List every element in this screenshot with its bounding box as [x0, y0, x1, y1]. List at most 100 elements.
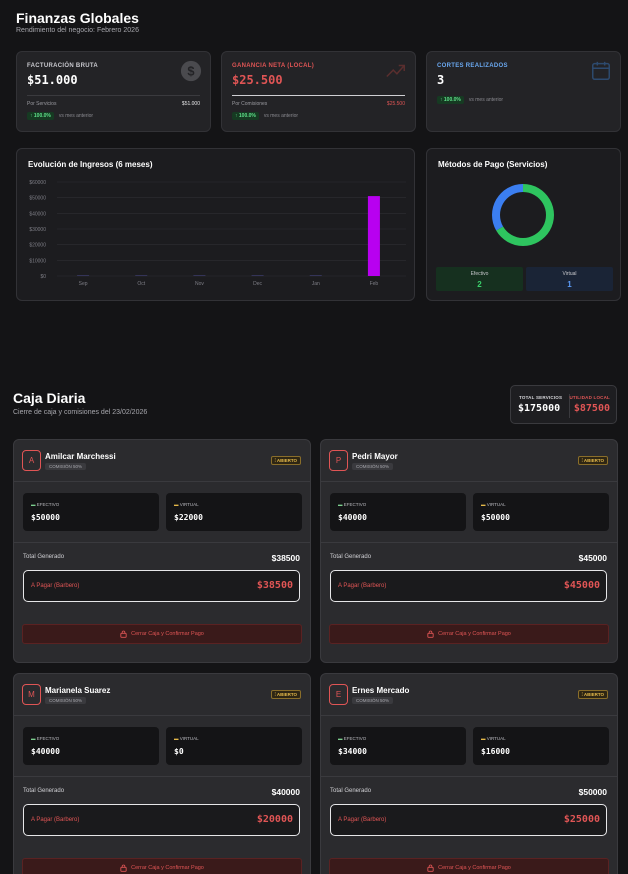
close-register-button[interactable]: Cerrar Caja y Confirmar Pago: [329, 858, 609, 874]
virtual-amount: $50000: [481, 513, 510, 522]
income-chart-card: Evolución de Ingresos (6 meses) $0 $10000…: [16, 148, 415, 301]
avatar: P: [329, 450, 348, 471]
bar-dec[interactable]: [251, 275, 264, 276]
bar-feb[interactable]: [367, 196, 380, 276]
total-label: Total Generado: [23, 788, 65, 794]
y-tick-label: $0: [40, 274, 46, 280]
status-badge: ⫶ ABIERTO: [270, 456, 301, 465]
commission-badge: COMISIÓN 50%: [352, 463, 394, 470]
donut-slice-virtual[interactable]: [492, 184, 523, 231]
cash-label: ▬ EFECTIVO: [31, 502, 60, 507]
cash-label: ▬ EFECTIVO: [338, 502, 367, 507]
virtual-label: ▬ VIRTUAL: [481, 502, 506, 507]
kpi-card-cuts: CORTES REALIZADOS 3 ↑ 100.0% vs mes ante…: [426, 51, 621, 132]
avatar: A: [22, 450, 41, 471]
close-register-button[interactable]: Cerrar Caja y Confirmar Pago: [329, 624, 609, 644]
bar-sep[interactable]: [77, 275, 90, 276]
pay-amount: $25000: [563, 814, 600, 825]
pay-label: A Pagar (Barbero): [338, 583, 387, 589]
barber-name: Marianela Suarez: [45, 686, 111, 695]
cash-amount: $40000: [338, 513, 367, 522]
kpi-value: $51.000: [27, 73, 78, 87]
page-subtitle: Rendimiento del negocio: Febrero 2026: [16, 27, 139, 34]
barber-card: E Ernes Mercado COMISIÓN 50% ⫶ ABIERTO ▬…: [320, 673, 618, 874]
kpi-value: 3: [437, 73, 445, 87]
bar-nov[interactable]: [193, 275, 206, 276]
pay-amount: $20000: [256, 814, 293, 825]
pay-to-barber-box: A Pagar (Barbero) $25000: [330, 804, 607, 836]
close-register-button[interactable]: Cerrar Caja y Confirmar Pago: [22, 858, 302, 874]
pay-amount: $45000: [563, 580, 600, 591]
cash-box: ▬ EFECTIVO $40000: [23, 727, 159, 765]
dollar-icon: $: [180, 60, 202, 82]
total-amount: $45000: [578, 553, 607, 563]
pay-label: A Pagar (Barbero): [31, 583, 80, 589]
divider: [321, 776, 617, 777]
y-tick-label: $20000: [29, 243, 46, 249]
close-register-label: Cerrar Caja y Confirmar Pago: [131, 865, 204, 871]
payment-title: Métodos de Pago (Servicios): [438, 160, 548, 169]
lock-icon: [120, 864, 127, 872]
close-register-button[interactable]: Cerrar Caja y Confirmar Pago: [22, 624, 302, 644]
divider: [14, 542, 310, 543]
cash-amount: $40000: [31, 747, 60, 756]
card-icon: ▬: [481, 502, 486, 507]
bar-oct[interactable]: [135, 275, 148, 276]
cash-box: ▬ EFECTIVO $50000: [23, 493, 159, 531]
lock-open-icon: ⫶: [274, 692, 276, 697]
pay-label: A Pagar (Barbero): [31, 817, 80, 823]
barber-card: A Amilcar Marchessi COMISIÓN 50% ⫶ ABIER…: [13, 439, 311, 663]
cash-amount: $34000: [338, 747, 367, 756]
barber-card: M Marianela Suarez COMISIÓN 50% ⫶ ABIERT…: [13, 673, 311, 874]
cash-count: 2: [477, 280, 482, 289]
total-label: Total Generado: [330, 554, 372, 560]
total-services-label: TOTAL SERVICIOS: [519, 395, 563, 400]
barber-card-header: A Amilcar Marchessi COMISIÓN 50% ⫶ ABIER…: [14, 440, 310, 482]
lock-icon: [427, 864, 434, 872]
card-icon: ▬: [481, 736, 486, 741]
virtual-amount: $0: [174, 747, 184, 756]
barber-name: Pedri Mayor: [352, 452, 398, 461]
badge-note: vs mes anterior: [468, 97, 504, 103]
virtual-label: Virtual: [562, 271, 577, 277]
virtual-amount: $16000: [481, 747, 510, 756]
total-amount: $40000: [271, 787, 300, 797]
virtual-box: ▬ VIRTUAL $22000: [166, 493, 302, 531]
growth-badge: ↑ 100.0%: [232, 112, 259, 120]
barber-card-header: P Pedri Mayor COMISIÓN 50% ⫶ ABIERTO: [321, 440, 617, 482]
cash-amount: $50000: [31, 513, 60, 522]
close-register-label: Cerrar Caja y Confirmar Pago: [131, 631, 204, 637]
status-badge: ⫶ ABIERTO: [577, 690, 608, 699]
income-bar-chart: $0 $10000 $20000 $30000 $40000 $50000 $60000 Se…: [29, 180, 406, 287]
virtual-amount: $22000: [174, 513, 203, 522]
kpi-label: GANANCIA NETA (LOCAL): [232, 63, 315, 69]
kpi-sub-label: Por Comisiones: [232, 101, 268, 107]
badge-note: vs mes anterior: [263, 113, 299, 119]
x-tick-label: Jan: [312, 281, 320, 287]
cash-label: ▬ EFECTIVO: [338, 736, 367, 741]
growth-badge: ↑ 100.0%: [27, 112, 54, 120]
y-tick-label: $40000: [29, 211, 46, 217]
cash-label: ▬ EFECTIVO: [31, 736, 60, 741]
card-icon: ▬: [174, 736, 179, 741]
kpi-label: CORTES REALIZADOS: [437, 63, 508, 69]
total-label: Total Generado: [23, 554, 65, 560]
kpi-badge-row: ↑ 100.0% vs mes anterior: [27, 112, 93, 120]
divider: [27, 95, 200, 96]
virtual-label: ▬ VIRTUAL: [481, 736, 506, 741]
utility-label: UTILIDAD LOCAL: [569, 395, 610, 400]
barber-name: Amilcar Marchessi: [45, 452, 116, 461]
x-tick-label: Dec: [253, 281, 262, 287]
bar-jan[interactable]: [309, 275, 322, 276]
divider: [14, 776, 310, 777]
y-tick-label: $50000: [29, 196, 46, 202]
status-badge: ⫶ ABIERTO: [577, 456, 608, 465]
pay-to-barber-box: A Pagar (Barbero) $45000: [330, 570, 607, 602]
cash-method-box: Efectivo 2: [436, 267, 523, 291]
close-register-label: Cerrar Caja y Confirmar Pago: [438, 865, 511, 871]
total-label: Total Generado: [330, 788, 372, 794]
pay-label: A Pagar (Barbero): [338, 817, 387, 823]
kpi-label: FACTURACIÓN BRUTA: [27, 63, 98, 69]
divider: [569, 394, 570, 418]
cash-label: Efectivo: [470, 271, 489, 277]
